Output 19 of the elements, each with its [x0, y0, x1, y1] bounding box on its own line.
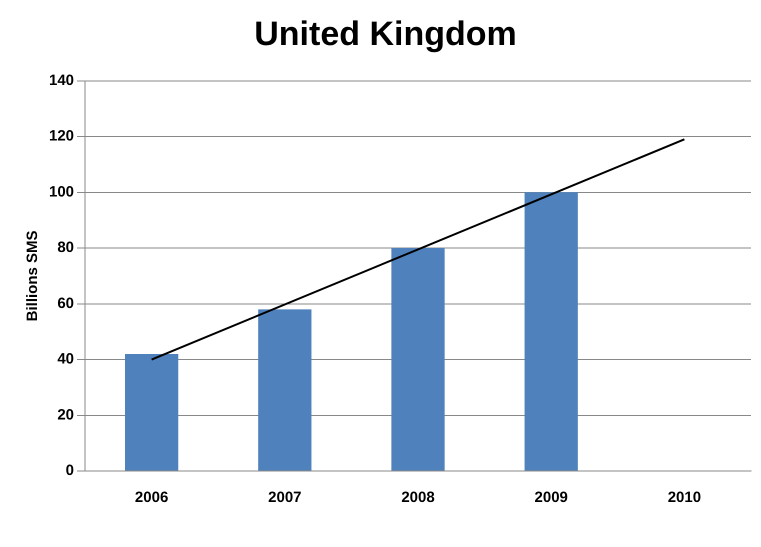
- bar: [391, 248, 445, 470]
- y-axis-title: Billions SMS: [24, 230, 42, 322]
- y-tick-label: 20: [57, 406, 74, 424]
- y-tick-label: 0: [66, 462, 74, 480]
- y-tick-label: 100: [48, 183, 74, 200]
- y-tick-label: 40: [57, 350, 74, 368]
- y-tick-label: 120: [48, 128, 74, 145]
- x-tick-label: 2008: [401, 489, 435, 506]
- x-tick-label: 2006: [134, 489, 168, 506]
- y-tick-label: 140: [48, 72, 74, 89]
- chart-title: United Kingdom: [254, 14, 517, 53]
- y-tick-label: 60: [57, 294, 74, 312]
- x-tick-label: 2010: [668, 489, 702, 506]
- x-tick-label: 2009: [534, 489, 568, 506]
- y-tick-label: 80: [57, 239, 74, 256]
- bar: [258, 309, 312, 470]
- x-tick-label: 2007: [268, 489, 302, 506]
- bar: [524, 192, 578, 470]
- bar: [124, 354, 178, 470]
